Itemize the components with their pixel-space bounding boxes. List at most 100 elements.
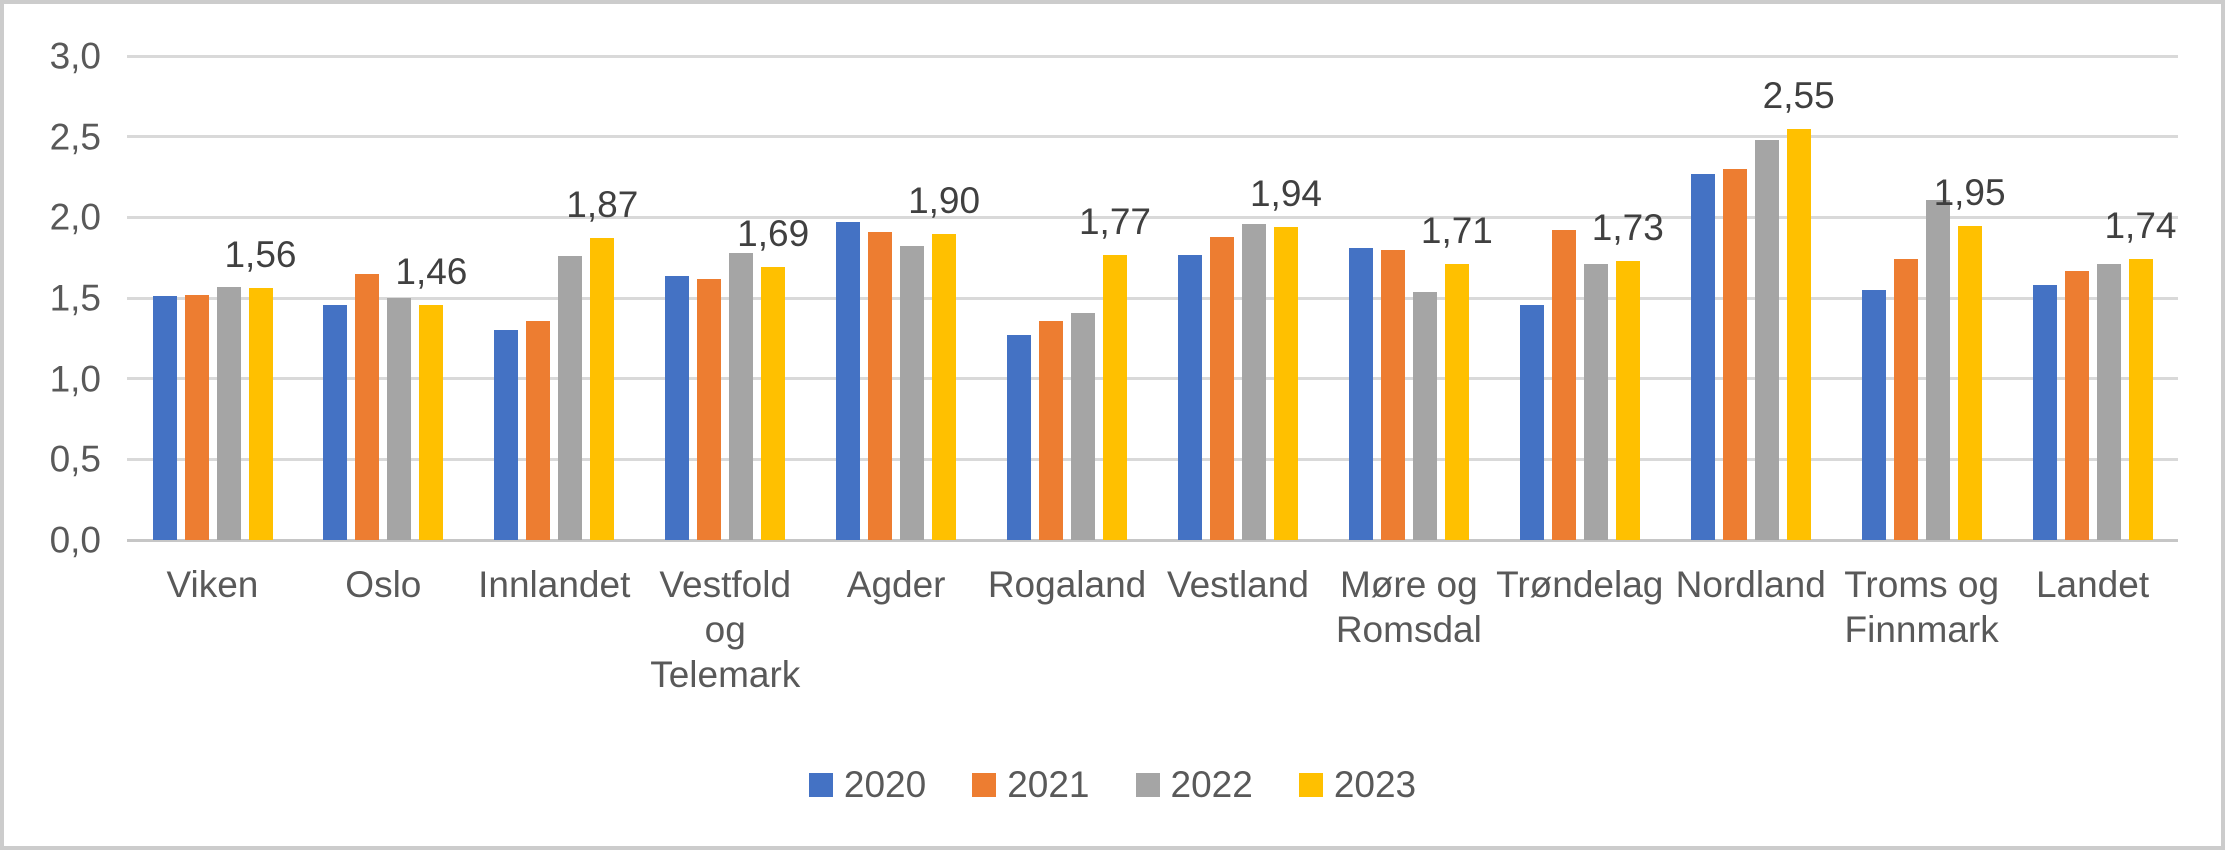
bar-2022-1 [216,286,241,540]
bar-2020-6 [1007,335,1031,540]
bar-value-label: 2,55 [1762,74,1835,116]
bar-2020-2 [323,304,348,540]
bar-2023-8 [1444,264,1469,540]
legend-swatch-icon [1298,772,1323,797]
legend-label: 2020 [843,764,927,805]
gridline [127,54,2178,58]
bar-2022-6 [1071,312,1095,540]
bar-2020-8 [1348,248,1373,540]
bar-2020-7 [1178,254,1202,540]
legend-item-2022: 2022 [1135,764,1253,805]
bar-2020-4 [665,275,690,540]
bar-2022-9 [1583,264,1608,540]
bar-2021-12 [2064,270,2089,540]
bar-2023-1 [248,288,273,540]
bar-2021-3 [526,320,551,540]
bar-2021-1 [184,294,209,540]
bar-2022-4 [729,252,754,540]
bar-2023-9 [1615,261,1640,540]
legend-swatch-icon [1135,772,1160,797]
x-axis-category-label: Troms og Finnmark [1844,564,2000,650]
bar-2022-12 [2096,264,2121,540]
bar-value-label: 1,74 [2104,205,2177,247]
bar-value-label: 1,46 [395,250,468,292]
bar-value-label: 1,56 [224,234,297,276]
bar-2021-2 [355,273,380,540]
gridline [127,457,2178,461]
bar-2022-2 [387,298,412,540]
bar-2021-6 [1039,320,1063,540]
bar-2020-9 [1519,304,1544,540]
bar-value-label: 1,73 [1591,207,1664,248]
bar-2022-5 [900,246,925,540]
bar-value-label: 1,90 [908,179,981,221]
bar-2021-5 [868,231,893,540]
bar-2020-5 [836,222,861,540]
bar-2022-8 [1412,291,1437,540]
x-axis-category-label: Agder [846,564,946,605]
x-axis-category-label: Vestland [1166,564,1309,605]
legend-item-2023: 2023 [1298,764,1417,805]
y-axis-tick-label: 1,5 [49,277,101,319]
bar-2020-12 [2032,285,2057,540]
bar-2021-4 [697,278,722,540]
bar-2021-10 [1722,169,1747,540]
x-axis-category-label: Oslo [345,564,422,605]
bar-value-label: 1,69 [737,213,810,255]
bar-value-label: 1,94 [1249,173,1322,215]
gridline [127,135,2178,139]
x-axis-category-label: Innlandet [478,564,631,605]
bar-2023-3 [590,238,615,540]
y-axis-tick-label: 2,5 [49,116,101,158]
bar-2021-11 [1893,259,1918,540]
legend-label: 2021 [1007,764,1090,805]
bar-value-label: 1,87 [566,184,639,226]
bar-2021-9 [1551,230,1576,540]
y-axis-tick-label: 1,0 [49,358,101,400]
x-axis-category-label: Rogaland [987,564,1147,605]
x-axis-line [127,538,2178,542]
bar-2020-1 [152,296,177,540]
bar-value-label: 1,77 [1078,200,1151,242]
x-axis-category-label: Trøndelag [1496,564,1664,605]
bar-2022-11 [1925,199,1950,540]
bar-2023-2 [419,304,444,540]
bar-2021-7 [1210,236,1234,540]
bar-2022-10 [1754,140,1779,540]
x-axis-category-label: Landet [2035,564,2150,605]
x-axis-category-label: Viken [166,564,259,605]
y-axis-tick-label: 0,5 [49,438,101,480]
x-axis-category-label: Nordland [1675,564,1826,605]
x-axis-category-label: Møre og Romsdal [1335,564,1482,650]
bar-2021-8 [1380,249,1405,540]
bar-2023-10 [1786,128,1811,540]
bar-2023-11 [1957,225,1982,540]
gridline [127,296,2178,300]
gridline [127,215,2178,219]
legend: 2020 2021 2022 2023 [4,766,2221,803]
x-axis-category-label: Vestfold og Telemark [650,564,801,695]
legend-item-2020: 2020 [808,764,927,805]
bar-value-label: 1,95 [1933,171,2006,213]
legend-label: 2022 [1170,764,1253,805]
bar-2020-3 [494,330,519,540]
bar-2023-12 [2128,259,2153,540]
y-axis-tick-label: 2,0 [49,196,101,238]
bar-value-label: 1,71 [1420,210,1493,252]
bar-2023-5 [932,233,957,540]
bar-2020-11 [1861,290,1886,540]
y-axis-tick-label: 3,0 [49,35,101,77]
bar-2023-4 [761,267,786,540]
bar-2022-7 [1242,223,1266,540]
bar-2023-7 [1274,227,1298,540]
legend-swatch-icon [972,772,997,797]
legend-item-2021: 2021 [972,764,1090,805]
bar-2023-6 [1103,254,1127,540]
legend-swatch-icon [808,772,833,797]
bar-2020-10 [1690,173,1715,540]
gridline [127,377,2178,381]
y-axis-tick-label: 0,0 [49,519,101,561]
bar-2022-3 [558,256,583,540]
legend-label: 2023 [1333,764,1417,805]
